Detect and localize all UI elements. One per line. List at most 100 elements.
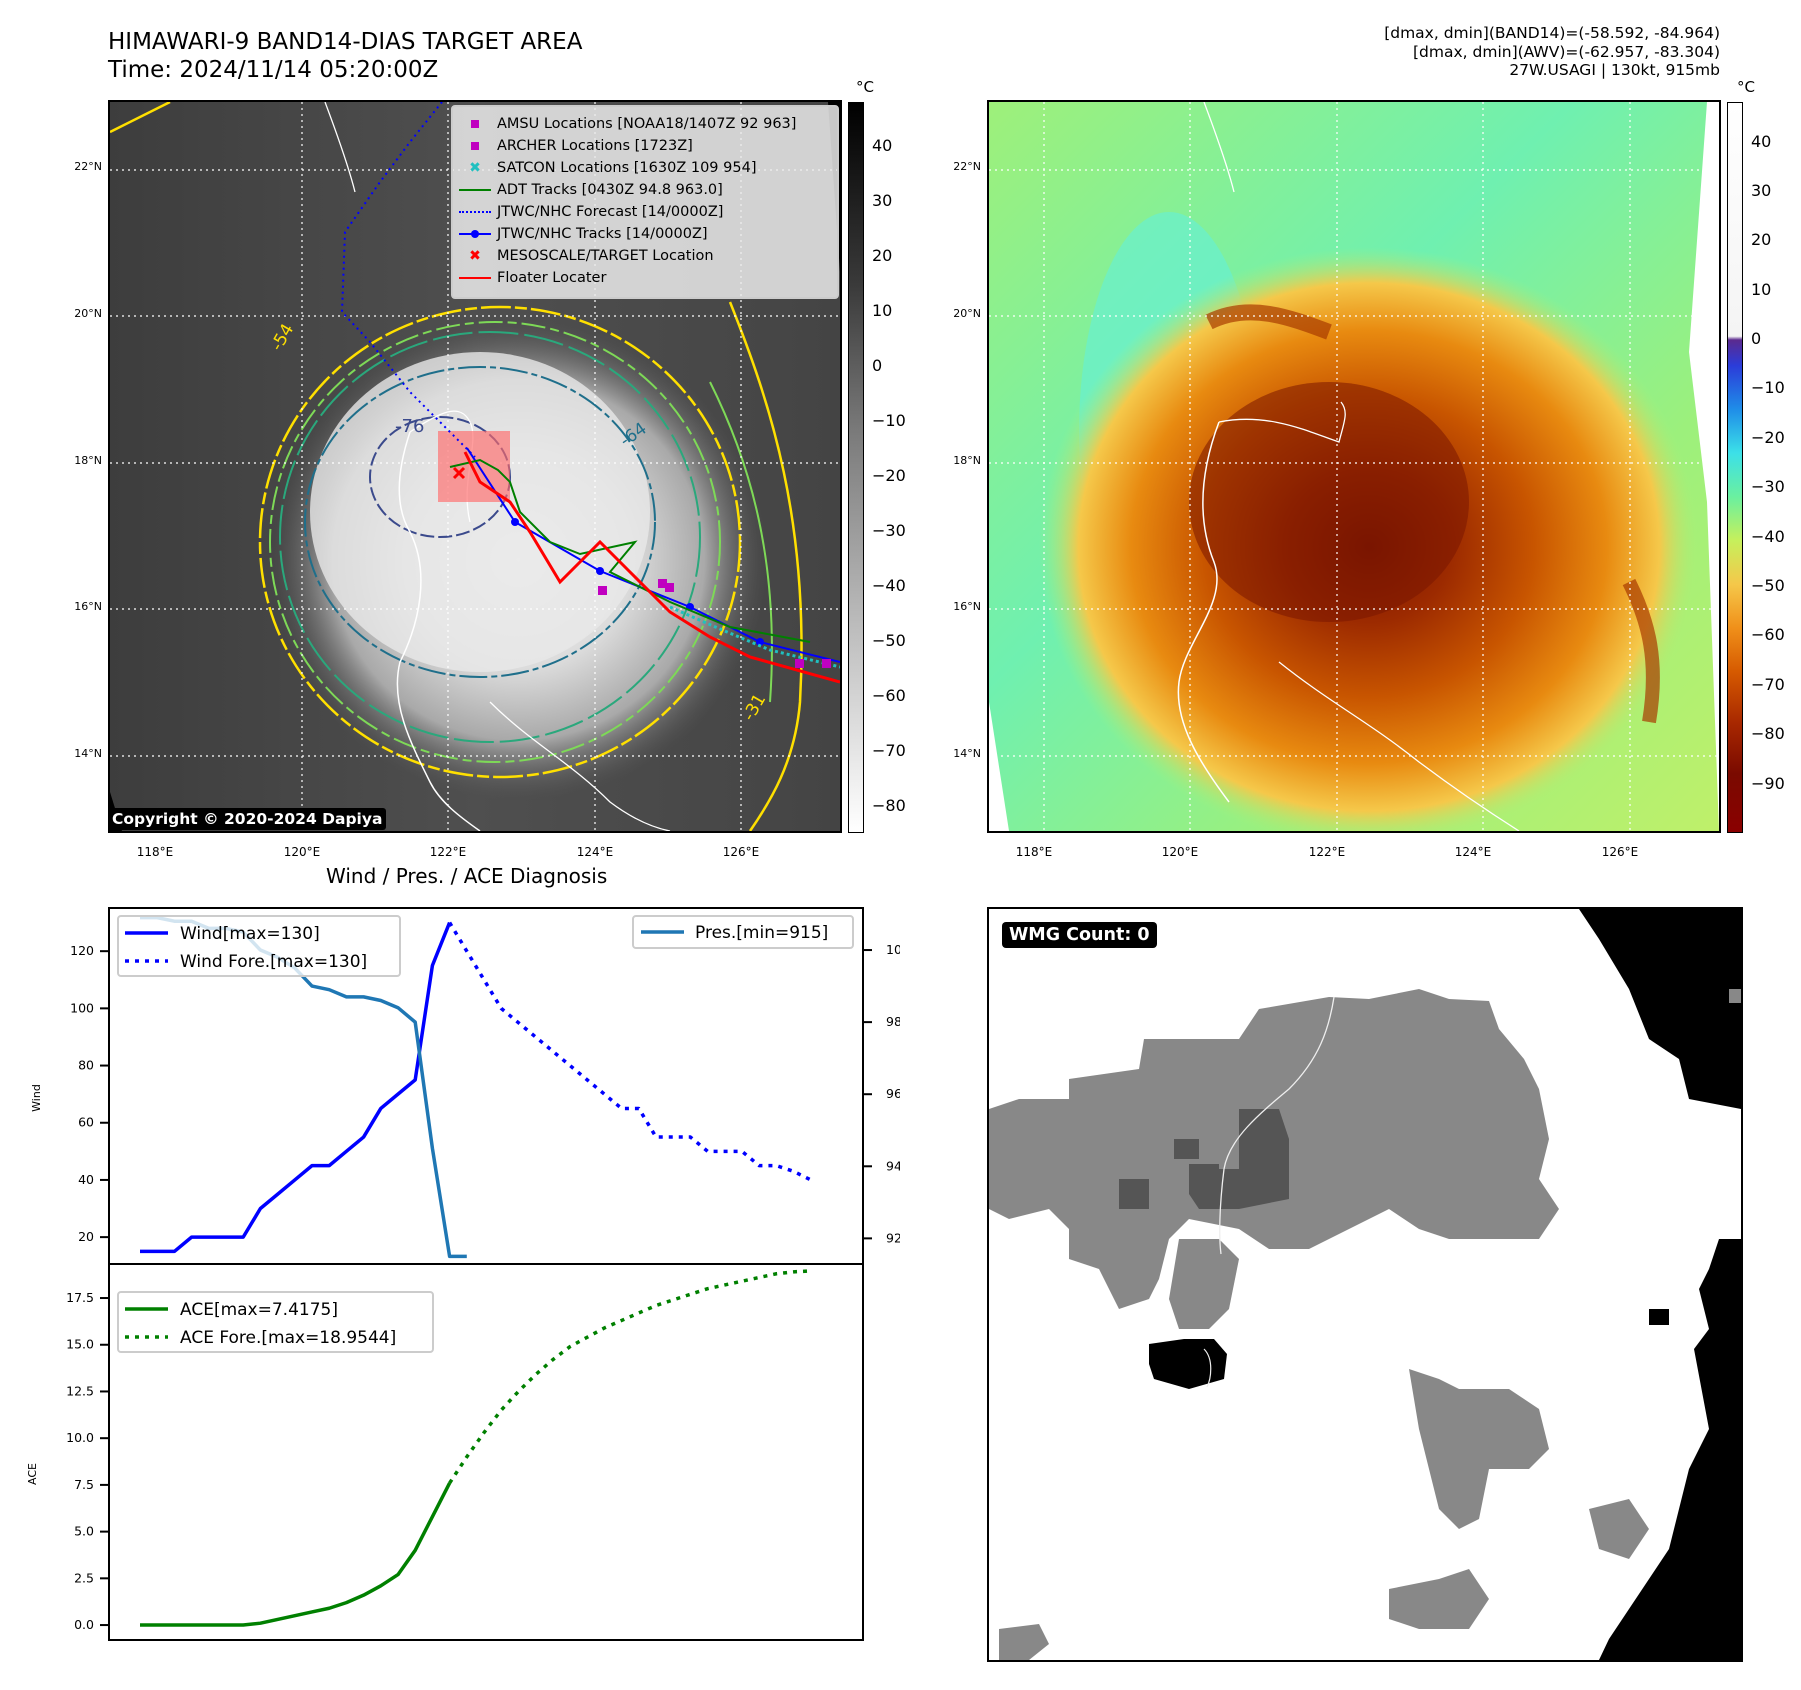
outer-band [1622, 578, 1660, 724]
lat-label: 16°N [953, 600, 981, 613]
colorbar-tick-label: −40 [872, 575, 906, 595]
wmg-gray-region [1589, 1499, 1649, 1559]
contour-minus-54 [279, 331, 701, 743]
lon-label: 120°E [283, 845, 321, 859]
stats-awv: [dmax, dmin](AWV)=(-62.957, -83.304) [1413, 42, 1720, 61]
coastline [1219, 996, 1335, 1255]
colorbar-tick-label: −30 [872, 520, 906, 540]
pressure-tick-label: 940 [886, 1158, 900, 1173]
colorbar-tick-label: −60 [872, 685, 906, 705]
coastline-luzon [1177, 421, 1230, 803]
copyright-badge: Copyright © 2020-2024 Dapiya [108, 808, 387, 830]
title-line-1: HIMAWARI-9 BAND14-DIAS TARGET AREA [108, 29, 583, 55]
colorbar-tick-label: −40 [1751, 526, 1785, 546]
colorbar-tick-label: 10 [872, 300, 893, 320]
coastline [1203, 1348, 1212, 1388]
solid-line-icon [453, 179, 497, 201]
lat-label: 22°N [74, 160, 102, 173]
wmg-map [987, 907, 1743, 1662]
ir-satellite-map: -54 -76 -64 -31 AMSU Locat [108, 100, 842, 833]
square-marker-icon [453, 135, 497, 157]
ace-tick-label: 0.0 [74, 1617, 94, 1632]
ace-forecast-line [448, 1269, 811, 1484]
wind-tick-label: 40 [78, 1172, 94, 1187]
wind-legend: Wind[max=130] Wind Fore.[max=130] [117, 915, 401, 977]
lat-label: 18°N [953, 454, 981, 467]
legend-item-target: ✖ MESOSCALE/TARGET Location [453, 245, 713, 267]
colorbar-tick-label: −90 [1751, 773, 1785, 793]
legend-wind: Wind[max=130] [180, 924, 320, 944]
diagnosis-chart-title: Wind / Pres. / ACE Diagnosis [326, 864, 608, 888]
colorbar-tick-label: −80 [872, 795, 906, 815]
lon-label: 122°E [429, 845, 467, 859]
colorbar-tick-label: 40 [872, 135, 893, 155]
outer-band [1205, 304, 1332, 340]
wind-tick-label: 120 [70, 943, 94, 958]
x-marker-icon: ✖ [469, 160, 481, 176]
wind-tick-label: 80 [78, 1058, 94, 1073]
colorbar-tick-label: −10 [872, 410, 906, 430]
solid-line-icon [453, 267, 497, 289]
target-area-box [438, 431, 510, 502]
legend-ace: ACE[max=7.4175] [180, 1300, 338, 1320]
ace-tick-label: 2.5 [74, 1570, 94, 1585]
square-marker-icon [453, 113, 497, 135]
jtwc-forecast-track [340, 102, 476, 458]
lon-label: 122°E [1308, 845, 1346, 859]
colorbar-tick-label: 0 [872, 355, 883, 375]
ir-colorbar [848, 102, 864, 833]
floater-locater-track [463, 451, 840, 684]
colorbar-tick-label: 0 [1751, 329, 1762, 349]
target-location-marker [452, 466, 466, 480]
colorbar-tick-label: −10 [1751, 378, 1785, 398]
legend-item-jtwc-tracks: JTWC/NHC Tracks [14/0000Z] [453, 223, 708, 245]
wind-tick-label: 60 [78, 1115, 94, 1130]
diagnosis-chart: 20 40 60 80 100 120 920 940 960 980 1000 0.0 2.5 5.… [26, 907, 900, 1641]
lat-label: 20°N [74, 307, 102, 320]
figure-title: HIMAWARI-9 BAND14-DIAS TARGET AREA Time:… [108, 28, 582, 84]
pressure-axis-ticks: 920 940 960 980 1000 [863, 942, 900, 1245]
lat-label: 22°N [953, 160, 981, 173]
rainband-contour [728, 301, 803, 831]
stats-header: [dmax, dmin](BAND14)=(-58.592, -84.964) … [1384, 24, 1720, 80]
ace-tick-label: 5.0 [74, 1524, 94, 1539]
lat-label: 14°N [74, 747, 102, 760]
wmg-dark-region [1189, 1109, 1289, 1209]
wmg-count-badge: WMG Count: 0 [1002, 922, 1157, 948]
ace-tick-label: 10.0 [66, 1430, 94, 1445]
map-legend: AMSU Locations [NOAA18/1407Z 92 963] ARC… [451, 105, 839, 299]
lon-label: 126°E [1601, 845, 1639, 859]
coldest-cloud-top [1189, 382, 1469, 622]
colorbar-tick-label: −50 [1751, 576, 1785, 596]
wmg-dark-region [1174, 1139, 1199, 1159]
lat-label: 18°N [74, 454, 102, 467]
legend-item-satcon: ✖ SATCON Locations [1630Z 109 954] [453, 157, 756, 179]
colorbar-tick-label: 20 [1751, 230, 1772, 250]
lon-label: 120°E [1161, 845, 1199, 859]
coastline-taiwan [1203, 102, 1235, 193]
coastline-taiwan [324, 102, 356, 193]
wmg-black-region [1579, 909, 1741, 1109]
ace-tick-label: 17.5 [66, 1290, 94, 1305]
contour-minus-64 [304, 366, 656, 678]
pressure-tick-label: 960 [886, 1086, 900, 1101]
lon-label: 124°E [1454, 845, 1492, 859]
central-dense-overcast [310, 352, 650, 672]
legend-item-amsu: AMSU Locations [NOAA18/1407Z 92 963] [453, 113, 796, 135]
legend-item-archer: ARCHER Locations [1723Z] [453, 135, 693, 157]
coastline-luzon [396, 431, 481, 831]
lon-label: 124°E [576, 845, 614, 859]
ace-tick-label: 15.0 [66, 1337, 94, 1352]
colorbar-tick-label: −70 [1751, 674, 1785, 694]
stats-band14: [dmax, dmin](BAND14)=(-58.592, -84.964) [1384, 24, 1720, 42]
dotted-line-icon [453, 201, 497, 223]
line-dot-icon [453, 223, 497, 245]
coastline-luzon-north [1218, 401, 1346, 443]
pressure-tick-label: 980 [886, 1014, 900, 1029]
legend-item-adt: ADT Tracks [0430Z 94.8 963.0] [453, 179, 723, 201]
legend-item-floater: Floater Locater [453, 267, 606, 289]
awv-colorbar [1727, 102, 1743, 833]
contour-minus-43 [269, 321, 721, 763]
colorbar-tick-label: −50 [872, 630, 906, 650]
colorbar-tick-label: −60 [1751, 625, 1785, 645]
